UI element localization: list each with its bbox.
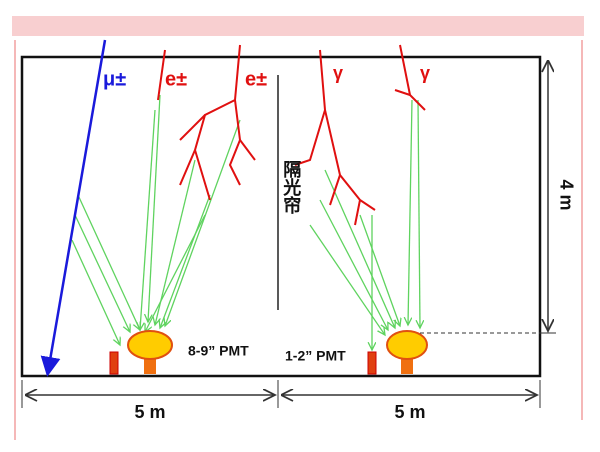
curtain-label: 隔光帘 [281, 160, 302, 215]
electron-label: e± [245, 68, 267, 90]
muon-label: μ± [103, 68, 126, 90]
tank [20, 55, 542, 378]
large-pmt-right [386, 330, 428, 360]
large-pmt-left [127, 330, 173, 360]
pmt-small-label: 1-2” PMT [285, 348, 346, 364]
muon-track [40, 39, 107, 377]
pmt-large-label: 8-9” PMT [188, 343, 249, 359]
header-band [12, 16, 584, 36]
height-label: 4 m [556, 179, 576, 210]
width-label: 5 m [394, 402, 425, 422]
large-pmt-stem-left [144, 356, 156, 374]
gamma-label: γ [333, 63, 343, 83]
large-pmt-stem-right [401, 356, 413, 374]
showers [157, 44, 426, 226]
small-pmt-left [109, 351, 119, 375]
small-pmt-right [367, 351, 377, 375]
gamma-label: γ [420, 63, 430, 83]
width-label: 5 m [134, 402, 165, 422]
green-light-rays [71, 94, 420, 350]
electron-label: e± [165, 68, 187, 90]
